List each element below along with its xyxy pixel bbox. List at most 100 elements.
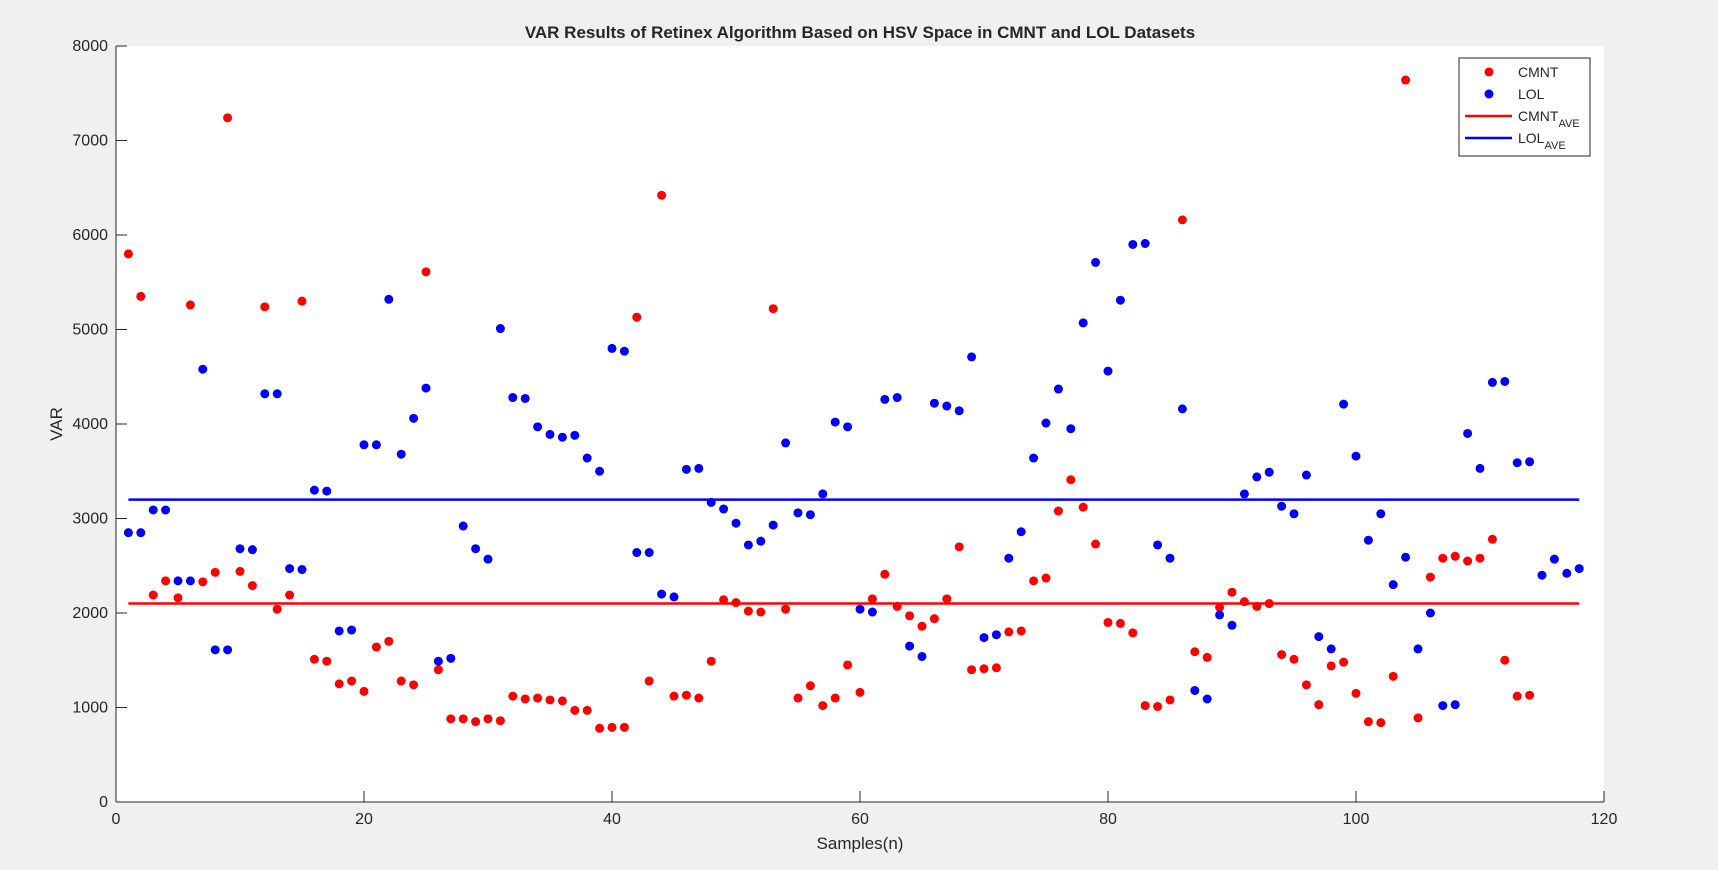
- point-lol: [805, 510, 815, 520]
- point-cmnt: [1128, 628, 1138, 638]
- point-lol: [1053, 384, 1063, 394]
- point-lol: [694, 463, 704, 473]
- y-tick-label: 6000: [72, 227, 108, 244]
- point-cmnt: [1277, 650, 1287, 660]
- point-lol: [1128, 239, 1138, 249]
- point-lol: [818, 489, 828, 499]
- point-cmnt: [1177, 215, 1187, 225]
- point-lol: [706, 497, 716, 507]
- point-cmnt: [557, 696, 567, 706]
- point-lol: [471, 544, 481, 554]
- point-cmnt: [731, 598, 741, 608]
- point-cmnt: [619, 722, 629, 732]
- point-lol: [136, 528, 146, 538]
- point-lol: [309, 485, 319, 495]
- point-lol: [1562, 568, 1572, 578]
- point-lol: [979, 633, 989, 643]
- point-lol: [1016, 527, 1026, 537]
- point-cmnt: [1339, 657, 1349, 667]
- point-lol: [1153, 540, 1163, 550]
- point-cmnt: [210, 567, 220, 577]
- point-cmnt: [409, 680, 419, 690]
- point-lol: [743, 540, 753, 550]
- point-lol: [1103, 366, 1113, 376]
- point-lol: [1463, 428, 1473, 438]
- x-tick-label: 20: [355, 811, 373, 828]
- point-cmnt: [1078, 502, 1088, 512]
- point-cmnt: [1239, 597, 1249, 607]
- point-cmnt: [334, 679, 344, 689]
- point-lol: [632, 548, 642, 558]
- point-cmnt: [446, 714, 456, 724]
- point-lol: [495, 324, 505, 334]
- point-cmnt: [805, 681, 815, 691]
- point-cmnt: [818, 701, 828, 711]
- y-tick-label: 2000: [72, 605, 108, 622]
- y-tick-label: 8000: [72, 38, 108, 55]
- point-lol: [359, 440, 369, 450]
- point-lol: [942, 401, 952, 411]
- point-lol: [533, 422, 543, 432]
- point-cmnt: [1475, 553, 1485, 563]
- point-cmnt: [1140, 701, 1150, 711]
- y-axis-label: VAR: [47, 407, 66, 441]
- point-lol: [483, 554, 493, 564]
- point-cmnt: [1401, 75, 1411, 85]
- point-cmnt: [185, 300, 195, 310]
- point-cmnt: [148, 590, 158, 600]
- point-lol: [1363, 535, 1373, 545]
- point-lol: [1475, 463, 1485, 473]
- point-cmnt: [235, 566, 245, 576]
- point-lol: [1115, 295, 1125, 305]
- point-lol: [557, 432, 567, 442]
- point-cmnt: [942, 594, 952, 604]
- point-lol: [1351, 451, 1361, 461]
- point-lol: [1574, 564, 1584, 574]
- point-cmnt: [1326, 661, 1336, 671]
- point-lol: [371, 440, 381, 450]
- point-cmnt: [1029, 576, 1039, 586]
- point-cmnt: [681, 690, 691, 700]
- point-cmnt: [161, 576, 171, 586]
- point-lol: [768, 520, 778, 530]
- point-lol: [1227, 620, 1237, 630]
- point-lol: [285, 564, 295, 574]
- point-lol: [322, 486, 332, 496]
- point-cmnt: [1264, 599, 1274, 609]
- point-lol: [830, 417, 840, 427]
- point-lol: [1500, 376, 1510, 386]
- point-lol: [1239, 489, 1249, 499]
- point-cmnt: [1153, 702, 1163, 712]
- point-lol: [446, 653, 456, 663]
- point-cmnt: [1041, 573, 1051, 583]
- point-lol: [1165, 553, 1175, 563]
- point-lol: [1450, 700, 1460, 710]
- point-cmnt: [384, 636, 394, 646]
- point-cmnt: [1500, 655, 1510, 665]
- point-lol: [272, 389, 282, 399]
- point-cmnt: [285, 590, 295, 600]
- point-cmnt: [359, 686, 369, 696]
- point-lol: [1314, 632, 1324, 642]
- point-lol: [1401, 552, 1411, 562]
- point-lol: [1140, 239, 1150, 249]
- data-markers: [123, 75, 1584, 733]
- point-cmnt: [1487, 534, 1497, 544]
- point-lol: [148, 505, 158, 515]
- point-cmnt: [967, 665, 977, 675]
- x-tick-label: 120: [1591, 811, 1618, 828]
- point-lol: [1289, 509, 1299, 519]
- point-cmnt: [458, 714, 468, 724]
- point-lol: [458, 521, 468, 531]
- x-tick-label: 40: [603, 811, 621, 828]
- y-tick-label: 5000: [72, 322, 108, 339]
- point-lol: [619, 346, 629, 356]
- point-lol: [1277, 501, 1287, 511]
- point-cmnt: [1450, 551, 1460, 561]
- point-lol: [1091, 257, 1101, 267]
- point-lol: [433, 656, 443, 666]
- point-cmnt: [905, 611, 915, 621]
- point-cmnt: [570, 705, 580, 715]
- point-lol: [545, 429, 555, 439]
